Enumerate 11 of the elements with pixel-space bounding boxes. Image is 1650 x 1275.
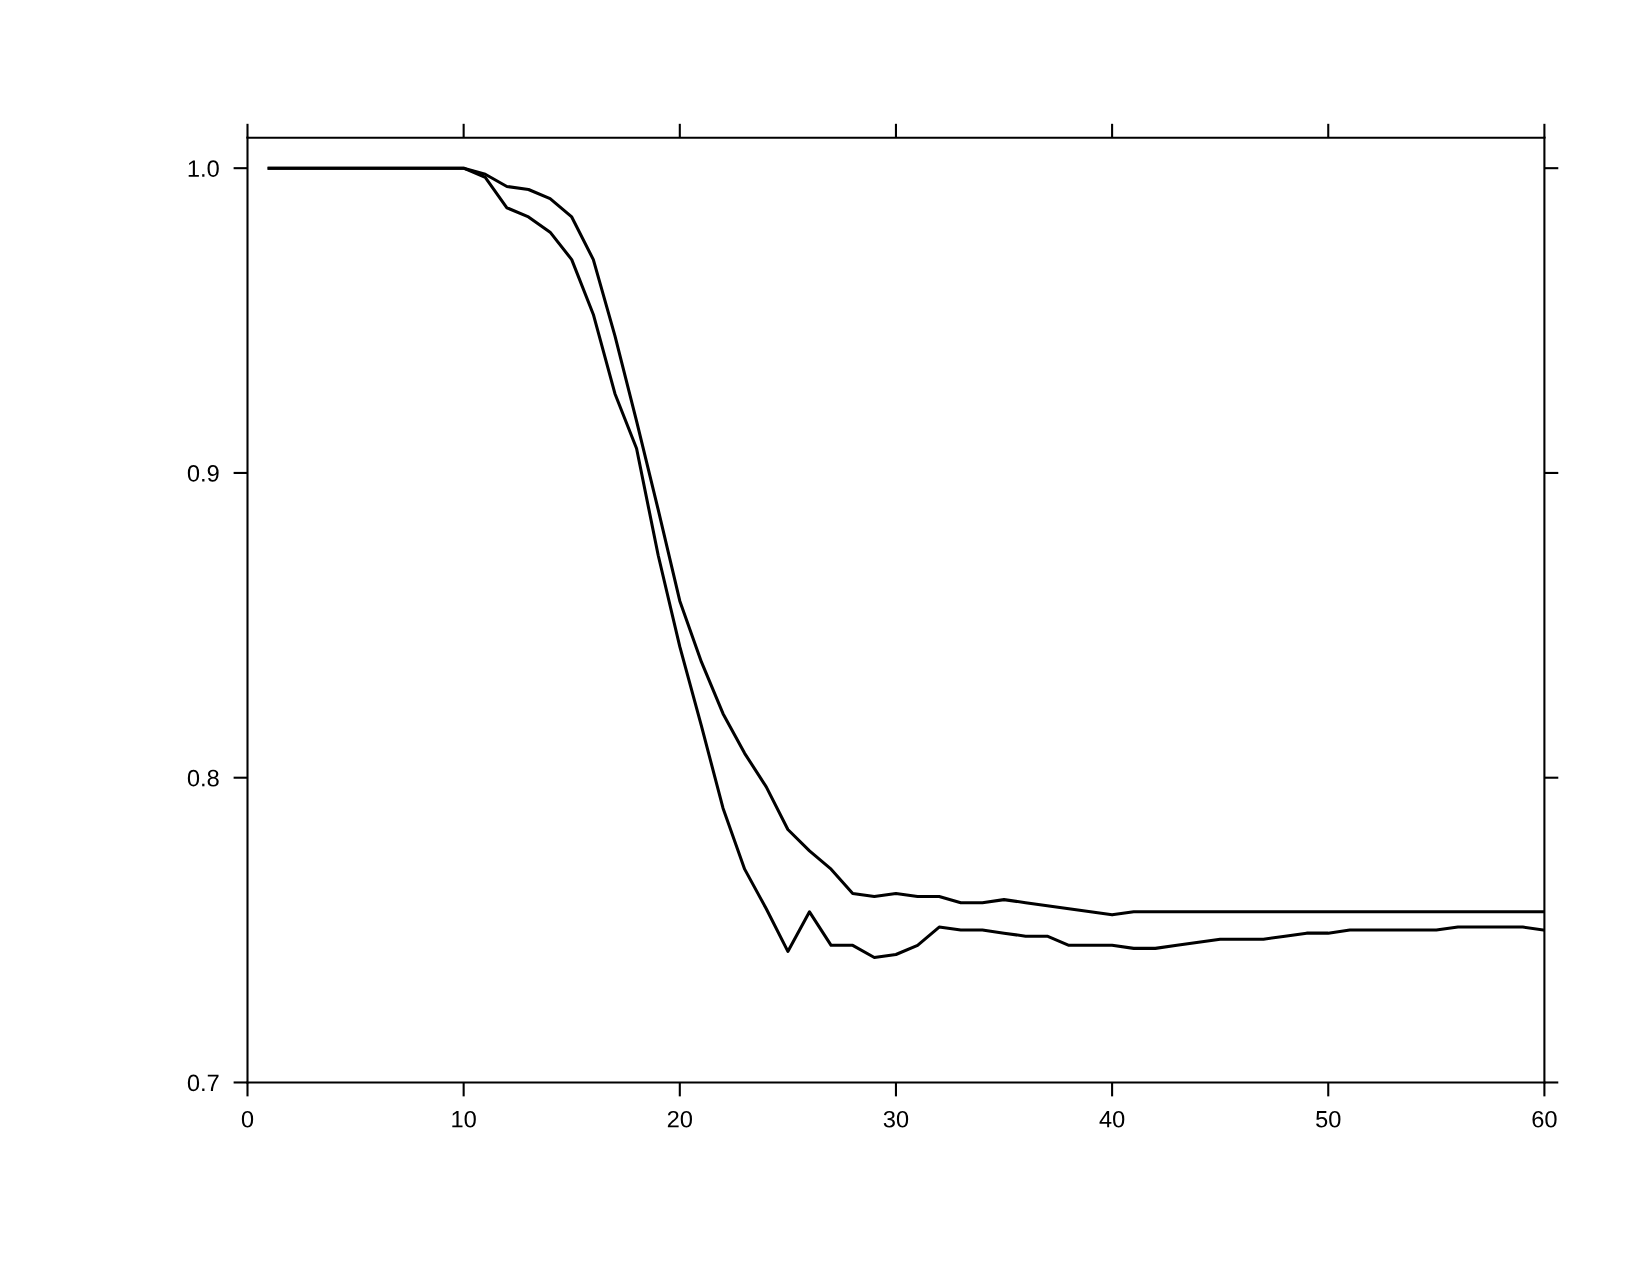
- x-tick-label: 60: [1532, 1110, 1557, 1128]
- x-tick-label: 10: [452, 1110, 476, 1128]
- x-tick-label: 40: [1099, 1110, 1125, 1128]
- x-tick-label: 0: [241, 1110, 254, 1128]
- y-tick-label: 1.0: [188, 160, 219, 177]
- x-tick-label: 30: [883, 1110, 909, 1128]
- y-tick-label: 0.8: [187, 769, 219, 787]
- y-tick-label: 0.9: [187, 465, 219, 482]
- x-tick-label: 20: [667, 1110, 693, 1128]
- y-tick-label: 0.7: [187, 1074, 219, 1092]
- x-tick-label: 50: [1316, 1110, 1341, 1128]
